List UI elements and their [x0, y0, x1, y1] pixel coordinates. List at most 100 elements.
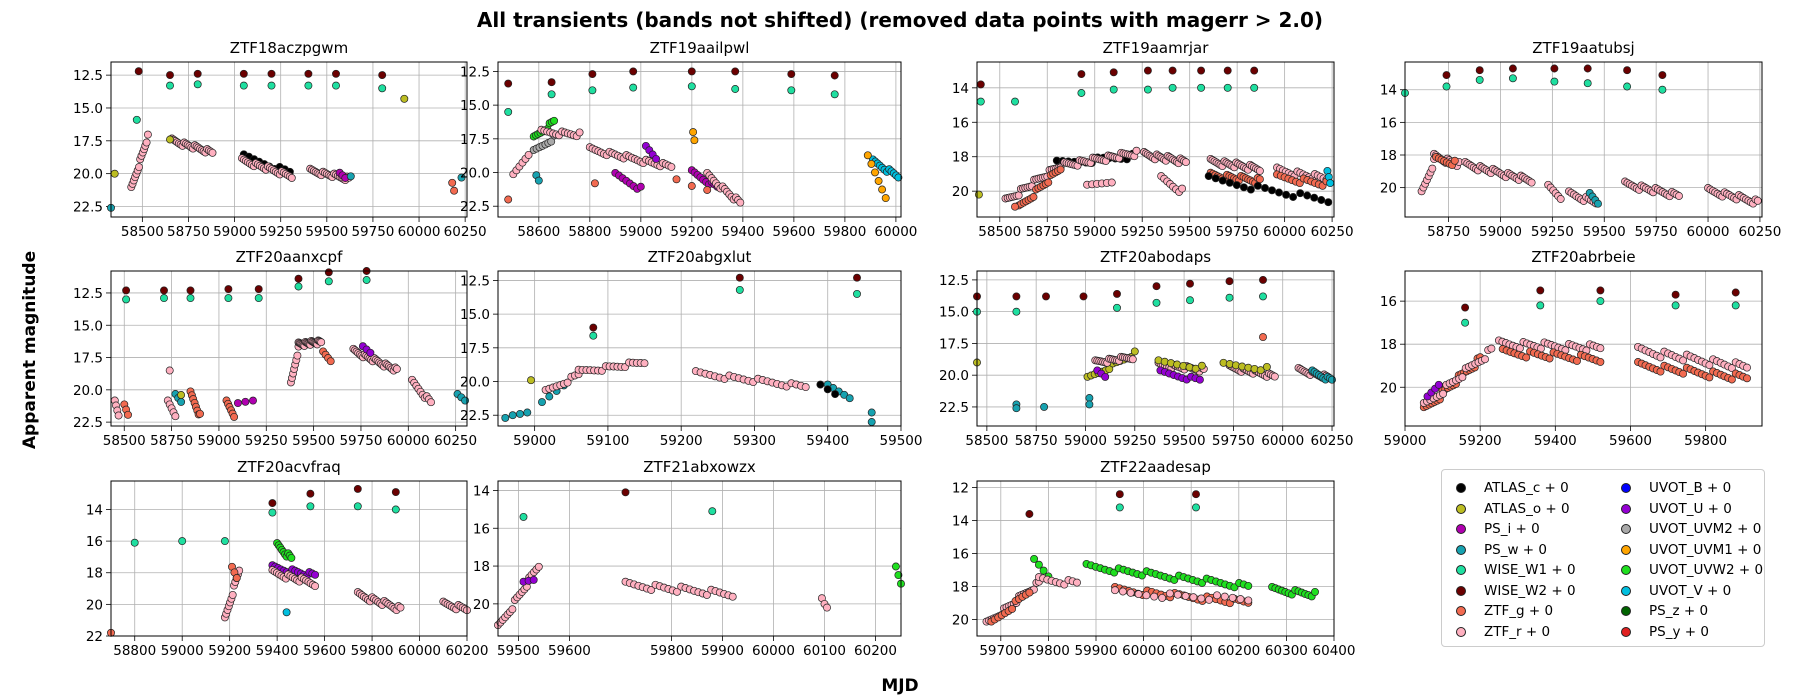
legend-label: UVOT_UVM2 + 0	[1649, 521, 1762, 537]
y-tick-label: 17.5	[460, 132, 490, 148]
x-tick-label: 58600	[517, 224, 560, 240]
y-tick-label: 12.5	[939, 273, 969, 289]
data-point	[1143, 85, 1152, 94]
x-tick-label: 59750	[339, 433, 382, 449]
data-point	[1253, 181, 1262, 190]
data-point	[1228, 593, 1237, 602]
x-tick-label: 59400	[256, 643, 299, 659]
y-tick-label: 20	[952, 613, 969, 629]
x-tick-label: 60000	[387, 433, 430, 449]
legend-label: PS_i + 0	[1484, 521, 1540, 537]
data-point	[1536, 286, 1545, 295]
data-point	[589, 323, 598, 332]
data-point	[1128, 355, 1137, 364]
x-tick-label: 60000	[874, 224, 917, 240]
data-point	[1434, 380, 1443, 389]
y-tick-label: 18	[952, 150, 969, 166]
data-point	[1025, 588, 1034, 597]
y-tick-label: 20.0	[460, 375, 490, 391]
data-point	[519, 512, 528, 521]
data-point	[1596, 344, 1605, 353]
data-point	[1527, 178, 1536, 187]
x-tick-label: 60100	[1170, 643, 1213, 659]
data-point	[629, 67, 638, 76]
data-point	[304, 81, 313, 90]
data-point	[1168, 83, 1177, 92]
y-tick-label: 22.5	[460, 199, 490, 215]
legend-item: ATLAS_c + 0	[1442, 478, 1569, 498]
data-point	[1311, 587, 1319, 596]
legend-marker	[1456, 626, 1466, 637]
data-point	[324, 268, 333, 277]
data-point	[1475, 75, 1484, 84]
data-point	[450, 186, 459, 195]
data-point	[1262, 362, 1271, 371]
plot-area: 58500 58750 59000 59250 59500 59750 60000 60250…	[73, 61, 487, 240]
data-point	[1487, 344, 1496, 353]
x-tick-label: 59200	[1459, 433, 1502, 449]
data-point	[1042, 292, 1050, 301]
data-point	[1130, 347, 1139, 356]
data-point	[527, 376, 535, 385]
legend-item: WISE_W1 + 0	[1442, 560, 1576, 580]
data-point	[845, 394, 854, 403]
data-point	[1118, 587, 1127, 596]
data-point	[1011, 97, 1019, 106]
data-point	[1232, 181, 1241, 190]
data-point	[871, 168, 879, 177]
data-point	[1181, 158, 1190, 167]
x-tick-label: 58750	[1427, 224, 1470, 240]
data-point	[1310, 193, 1319, 202]
data-point	[1195, 375, 1204, 384]
y-tick-label: 14	[1380, 83, 1397, 99]
x-tick-label: 59200	[660, 433, 703, 449]
data-point	[640, 359, 649, 368]
x-tick-label: 60250	[434, 433, 477, 449]
data-point	[1675, 192, 1683, 200]
legend-marker	[1456, 483, 1466, 493]
legend-marker	[1621, 544, 1631, 555]
data-point	[1244, 596, 1253, 605]
data-point	[787, 86, 796, 95]
data-point	[524, 150, 533, 159]
x-tick-label: 58750	[167, 224, 210, 240]
figure-title: All transients (bands not shifted) (remo…	[476, 8, 1324, 32]
legend-label: PS_z + 0	[1649, 603, 1709, 619]
data-point	[392, 364, 401, 373]
data-point	[254, 294, 263, 303]
data-point	[689, 128, 698, 137]
data-point	[267, 81, 276, 90]
y-tick-label: 14	[473, 483, 490, 499]
data-point	[1197, 594, 1206, 603]
subplot-title: ZTF20acvfraq	[237, 458, 341, 476]
x-tick-label: 59600	[772, 224, 815, 240]
data-point	[1250, 66, 1259, 75]
data-point	[1289, 193, 1298, 201]
data-point	[1134, 590, 1143, 599]
x-tick-label: 59800	[351, 643, 394, 659]
legend-marker	[1621, 585, 1631, 596]
data-point	[1461, 303, 1470, 312]
legend-label: UVOT_V + 0	[1649, 582, 1732, 599]
data-point	[1317, 196, 1326, 204]
data-point	[1012, 292, 1021, 301]
data-point	[1623, 66, 1632, 75]
y-tick-label: 22	[86, 629, 103, 645]
y-tick-label: 12.5	[460, 273, 490, 289]
data-point	[1181, 592, 1190, 600]
data-point	[816, 380, 825, 389]
data-point	[224, 285, 233, 294]
y-tick-label: 15.0	[939, 305, 969, 321]
data-point	[708, 507, 717, 516]
data-point	[332, 69, 340, 78]
y-tick-label: 22.5	[939, 400, 969, 416]
y-tick-label: 20.0	[73, 167, 103, 183]
data-point	[1753, 196, 1762, 205]
data-point	[1126, 588, 1135, 597]
plot-area: 59500 59600 59800 59900 60000 60100 60200 14 16 1…	[473, 480, 905, 659]
plot-area: 59000 59100 59200 59300 59400 59500 12.5 15.0 17…	[460, 270, 922, 449]
y-tick-label: 12.5	[460, 64, 490, 80]
legend-marker	[1456, 524, 1466, 534]
data-point	[378, 71, 387, 80]
x-tick-label: 58750	[150, 433, 193, 449]
